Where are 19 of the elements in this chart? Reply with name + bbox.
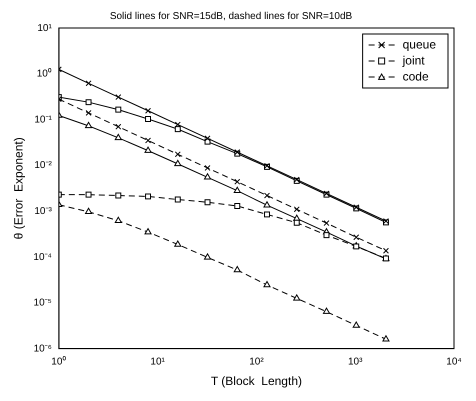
legend-label: queue <box>402 37 436 52</box>
x-tick-label: 10⁴ <box>446 356 462 368</box>
x-tick-label: 10² <box>249 356 264 368</box>
y-axis-title: θ (Error Exponent) <box>12 137 26 240</box>
x-tick-label: 10⁰ <box>51 355 66 368</box>
y-tick-label: 10⁻¹ <box>34 114 52 126</box>
y-tick-label: 10⁻⁶ <box>34 343 52 354</box>
x-tick-label: 10¹ <box>150 356 166 368</box>
y-tick-label: 10⁰ <box>36 68 52 80</box>
legend-label: joint <box>402 53 426 68</box>
x-tick-label: 10³ <box>348 356 364 368</box>
legend-label: code <box>402 69 429 84</box>
y-tick-label: 10¹ <box>37 22 52 34</box>
x-axis-title: T (Block Length) <box>210 374 302 388</box>
y-tick-label: 10⁻⁵ <box>34 298 52 309</box>
y-tick-label: 10⁻² <box>34 160 52 172</box>
chart-title: Solid lines for SNR=15dB, dashed lines for SNR=10dB <box>110 10 353 22</box>
y-tick-label: 10⁻⁴ <box>33 252 52 263</box>
y-tick-label: 10⁻³ <box>34 206 52 217</box>
